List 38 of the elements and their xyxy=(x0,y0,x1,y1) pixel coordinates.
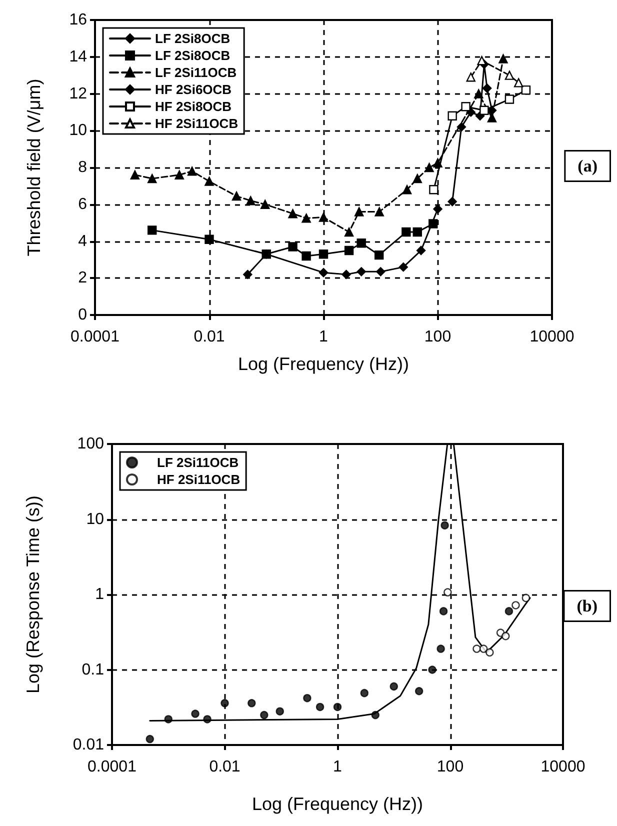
text: (a) xyxy=(578,156,598,176)
legend-label: HF 2Si8OCB xyxy=(155,99,232,114)
x-tick-label: 10000 xyxy=(540,758,586,776)
y-tick-label: 1 xyxy=(95,586,104,603)
x-tick-label: 10000 xyxy=(530,328,574,346)
y-tick-label: 14 xyxy=(69,48,88,66)
y-tick-label: 10 xyxy=(86,510,104,528)
legend-label: LF 2Si8OCB xyxy=(155,48,230,63)
legend-label: HF 2Si6OCB xyxy=(155,82,232,97)
text: (b) xyxy=(576,596,598,616)
y-tick-label: 0 xyxy=(78,306,88,324)
x-tick-label: 0.01 xyxy=(209,758,240,776)
x-tick-label: 100 xyxy=(436,758,464,776)
y-tick-label: 6 xyxy=(78,196,88,213)
x-tick-label: 100 xyxy=(424,328,452,346)
x-tick-label: 0.0001 xyxy=(88,758,137,776)
y-tick-label: 2 xyxy=(78,270,88,287)
legend-label: HF 2Si11OCB xyxy=(155,116,238,131)
x-tick-label: 1 xyxy=(333,758,342,776)
legend-label: LF 2Si11OCB xyxy=(157,455,239,470)
y-tick-label: 0.01 xyxy=(72,736,104,754)
legend-label: HF 2Si11OCB xyxy=(157,472,240,487)
y-tick-label: 100 xyxy=(77,436,104,452)
y-axis-title: Log (Response Time (s)) xyxy=(23,495,43,694)
y-tick-label: 0.1 xyxy=(82,661,104,678)
y-tick-label: 16 xyxy=(69,12,88,28)
x-tick-label: 0.0001 xyxy=(70,328,120,346)
y-tick-label: 8 xyxy=(78,159,88,176)
legend-label: LF 2Si8OCB xyxy=(155,31,230,46)
y-tick-label: 10 xyxy=(69,122,88,140)
legend-label: LF 2Si11OCB xyxy=(155,65,237,80)
y-axis-title: Threshold field (V/μm) xyxy=(24,78,44,256)
x-tick-label: 0.01 xyxy=(194,328,225,346)
y-tick-label: 12 xyxy=(69,85,88,102)
x-tick-label: 1 xyxy=(319,328,328,346)
y-tick-label: 4 xyxy=(78,232,88,250)
x-axis-title: Log (Frequency (Hz)) xyxy=(252,794,424,814)
x-axis-title: Log (Frequency (Hz)) xyxy=(238,354,410,374)
